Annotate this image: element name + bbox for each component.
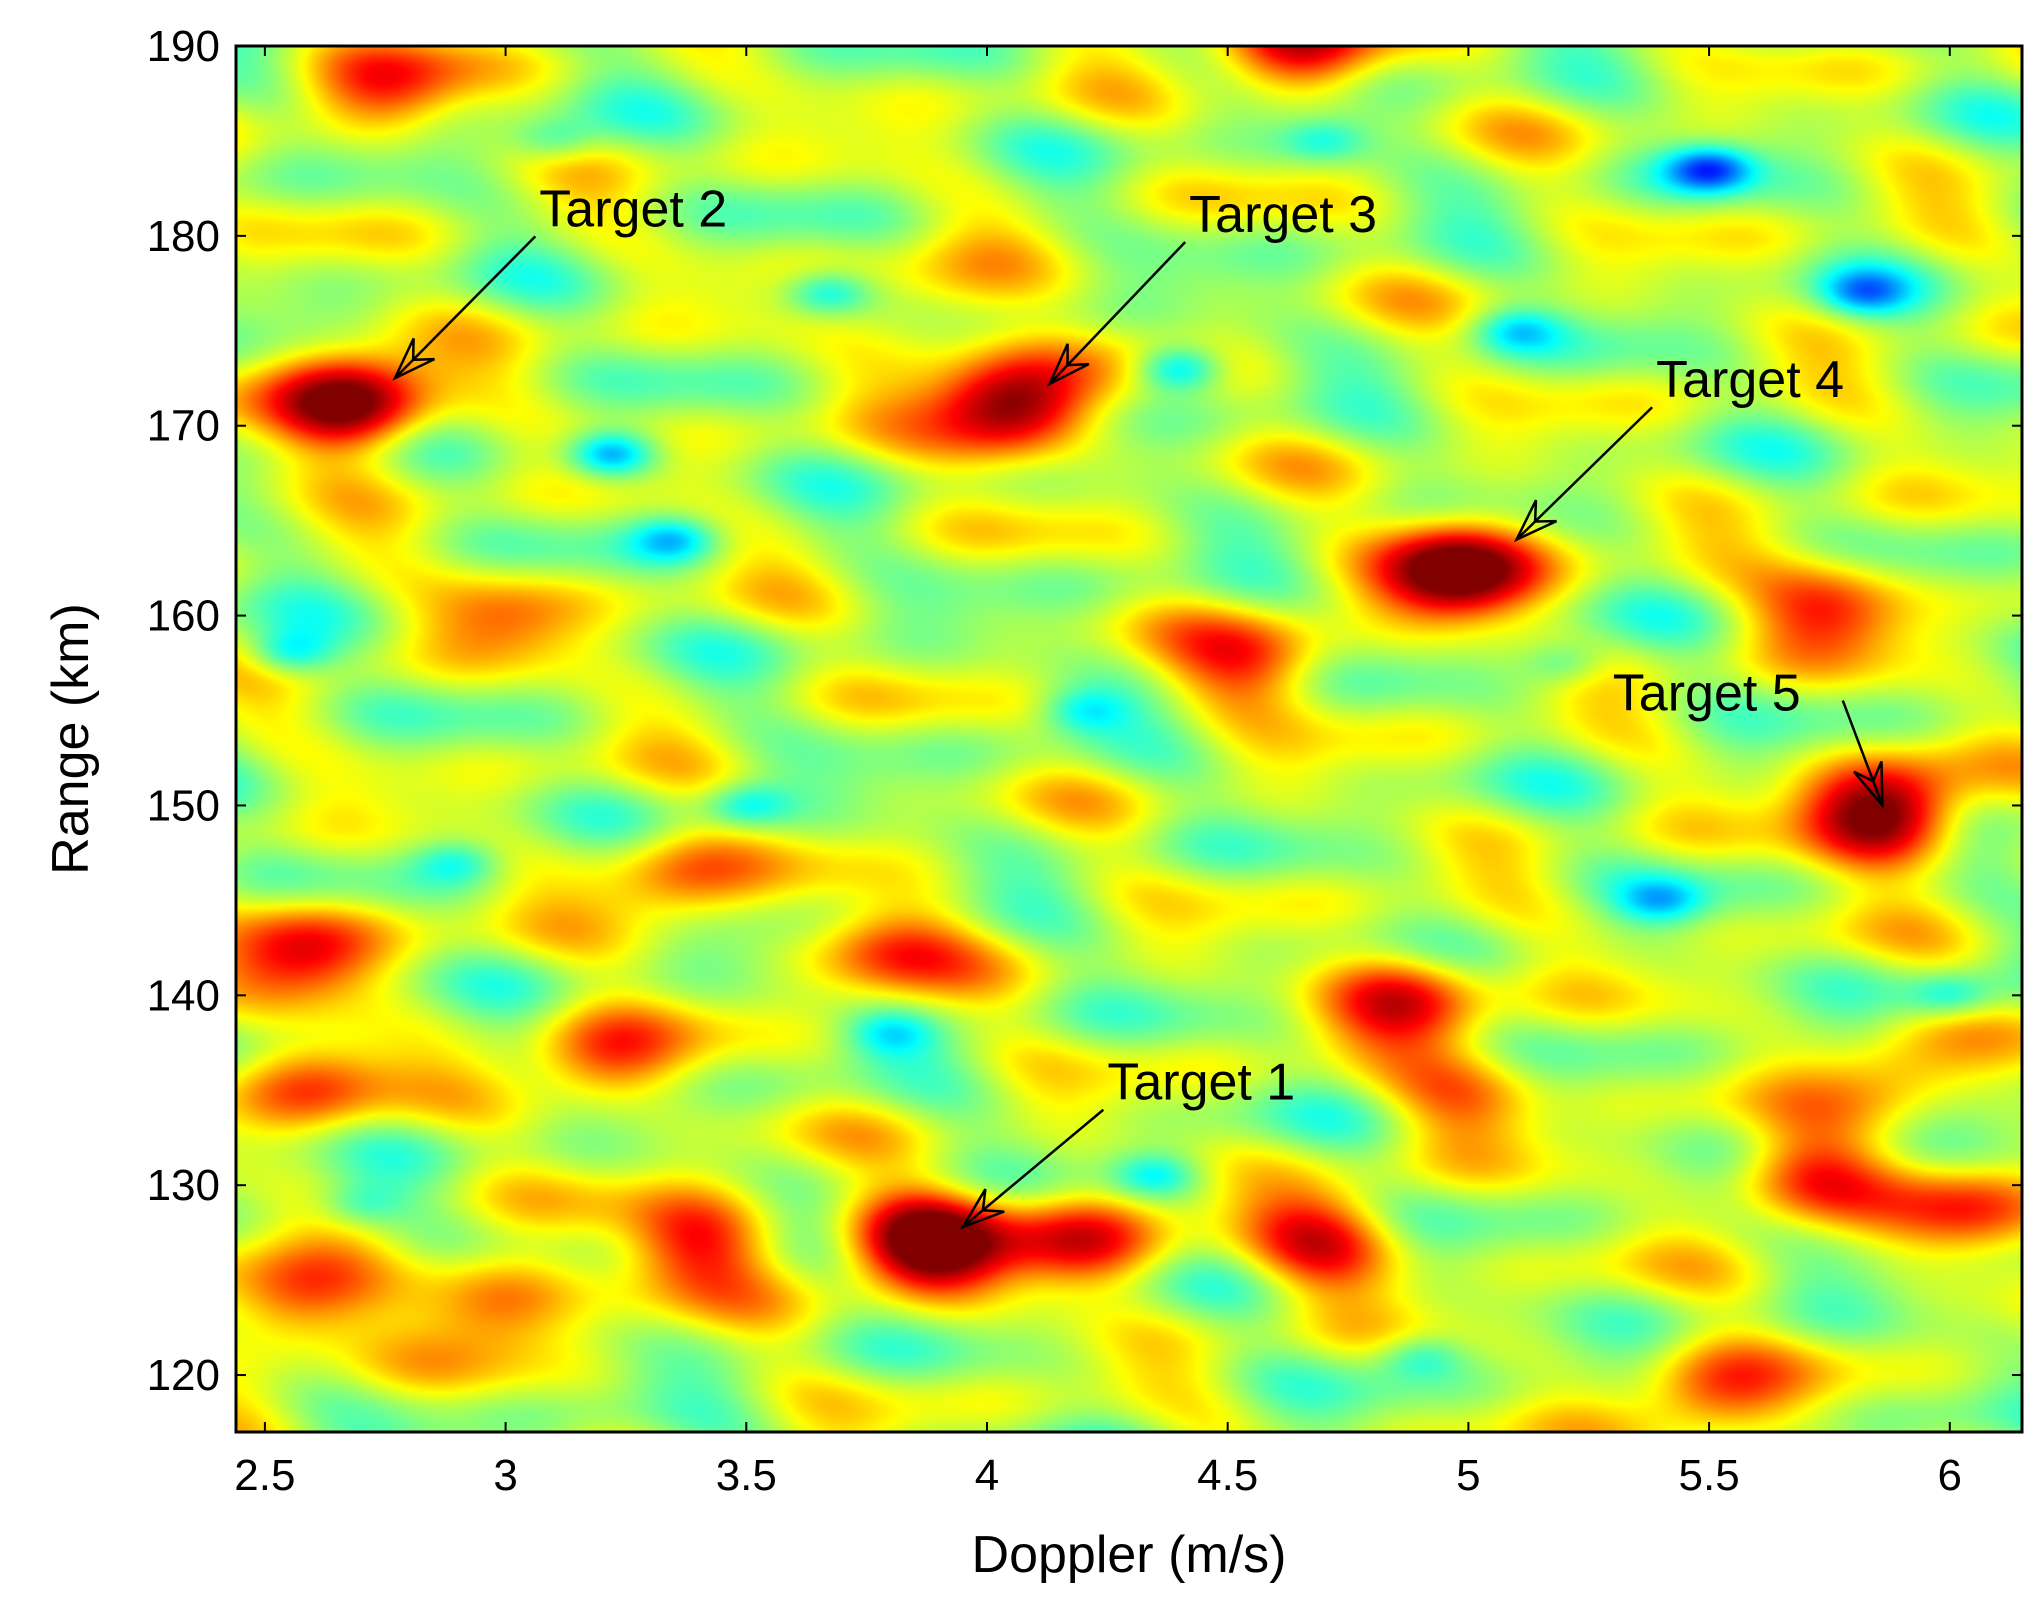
heatmap-image	[236, 46, 2022, 1432]
x-axis: 2.5 3 3.5 4 4.5 5 5.5 6	[234, 46, 1962, 1500]
plot-frame	[234, 44, 2024, 1434]
target-annotation: Target 4	[1513, 351, 1844, 543]
target-arrowhead	[1853, 760, 1884, 809]
target-arrow-line	[393, 235, 537, 380]
y-tick-label: 150	[147, 781, 220, 830]
target-annotation: Target 1	[960, 1054, 1295, 1230]
y-tick-label: 170	[147, 402, 220, 451]
y-tick-label: 160	[147, 592, 220, 641]
target-arrowhead	[1046, 343, 1090, 387]
x-tick-label: 5.5	[1679, 1451, 1740, 1500]
x-tick-label: 3	[493, 1451, 517, 1500]
x-tick-label: 5	[1456, 1451, 1480, 1500]
x-tick-label: 3.5	[716, 1451, 777, 1500]
target-annotations: Target 1 Target 2 Target 3 Target 4 Target 5	[392, 180, 1884, 1230]
y-axis: 120 130 140 150 160 170 180 190	[147, 22, 2022, 1400]
target-annotation: Target 2	[392, 180, 727, 381]
target-label: Target 2	[539, 180, 727, 238]
target-annotation: Target 5	[1613, 665, 1884, 809]
x-tick-label: 4.5	[1197, 1451, 1258, 1500]
target-arrow-line	[1048, 241, 1187, 385]
x-axis-label: Doppler (m/s)	[972, 1526, 1287, 1584]
target-label: Target 3	[1189, 186, 1377, 244]
target-label: Target 5	[1613, 665, 1801, 723]
target-label: Target 1	[1107, 1054, 1295, 1112]
y-tick-label: 130	[147, 1161, 220, 1210]
y-tick-label: 180	[147, 212, 220, 261]
y-tick-label: 190	[147, 22, 220, 71]
target-arrowhead	[392, 337, 436, 381]
x-tick-label: 6	[1938, 1451, 1962, 1500]
target-annotation: Target 3	[1046, 186, 1377, 387]
y-tick-label: 140	[147, 971, 220, 1020]
target-arrow-line	[1841, 700, 1884, 806]
target-arrowhead	[960, 1188, 1005, 1230]
target-label: Target 4	[1656, 351, 1844, 409]
target-arrowhead	[1513, 499, 1557, 543]
x-tick-label: 4	[975, 1451, 999, 1500]
target-arrow-line	[962, 1108, 1105, 1228]
target-arrow-line	[1515, 406, 1654, 541]
y-tick-label: 120	[147, 1351, 220, 1400]
y-axis-label: Range (km)	[42, 603, 100, 875]
x-tick-label: 2.5	[234, 1451, 295, 1500]
heatmap	[236, 46, 2022, 1432]
